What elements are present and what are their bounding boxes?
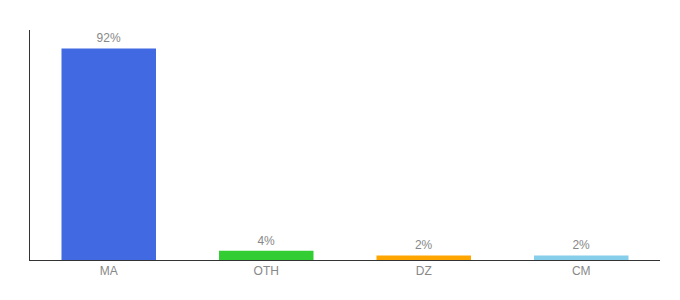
svg-text:2%: 2% [415,238,433,252]
svg-text:2%: 2% [572,238,590,252]
svg-text:OTH: OTH [254,264,279,278]
svg-text:MA: MA [100,264,118,278]
svg-text:DZ: DZ [416,264,432,278]
svg-text:92%: 92% [97,31,121,45]
svg-text:4%: 4% [257,234,275,248]
svg-text:CM: CM [572,264,591,278]
